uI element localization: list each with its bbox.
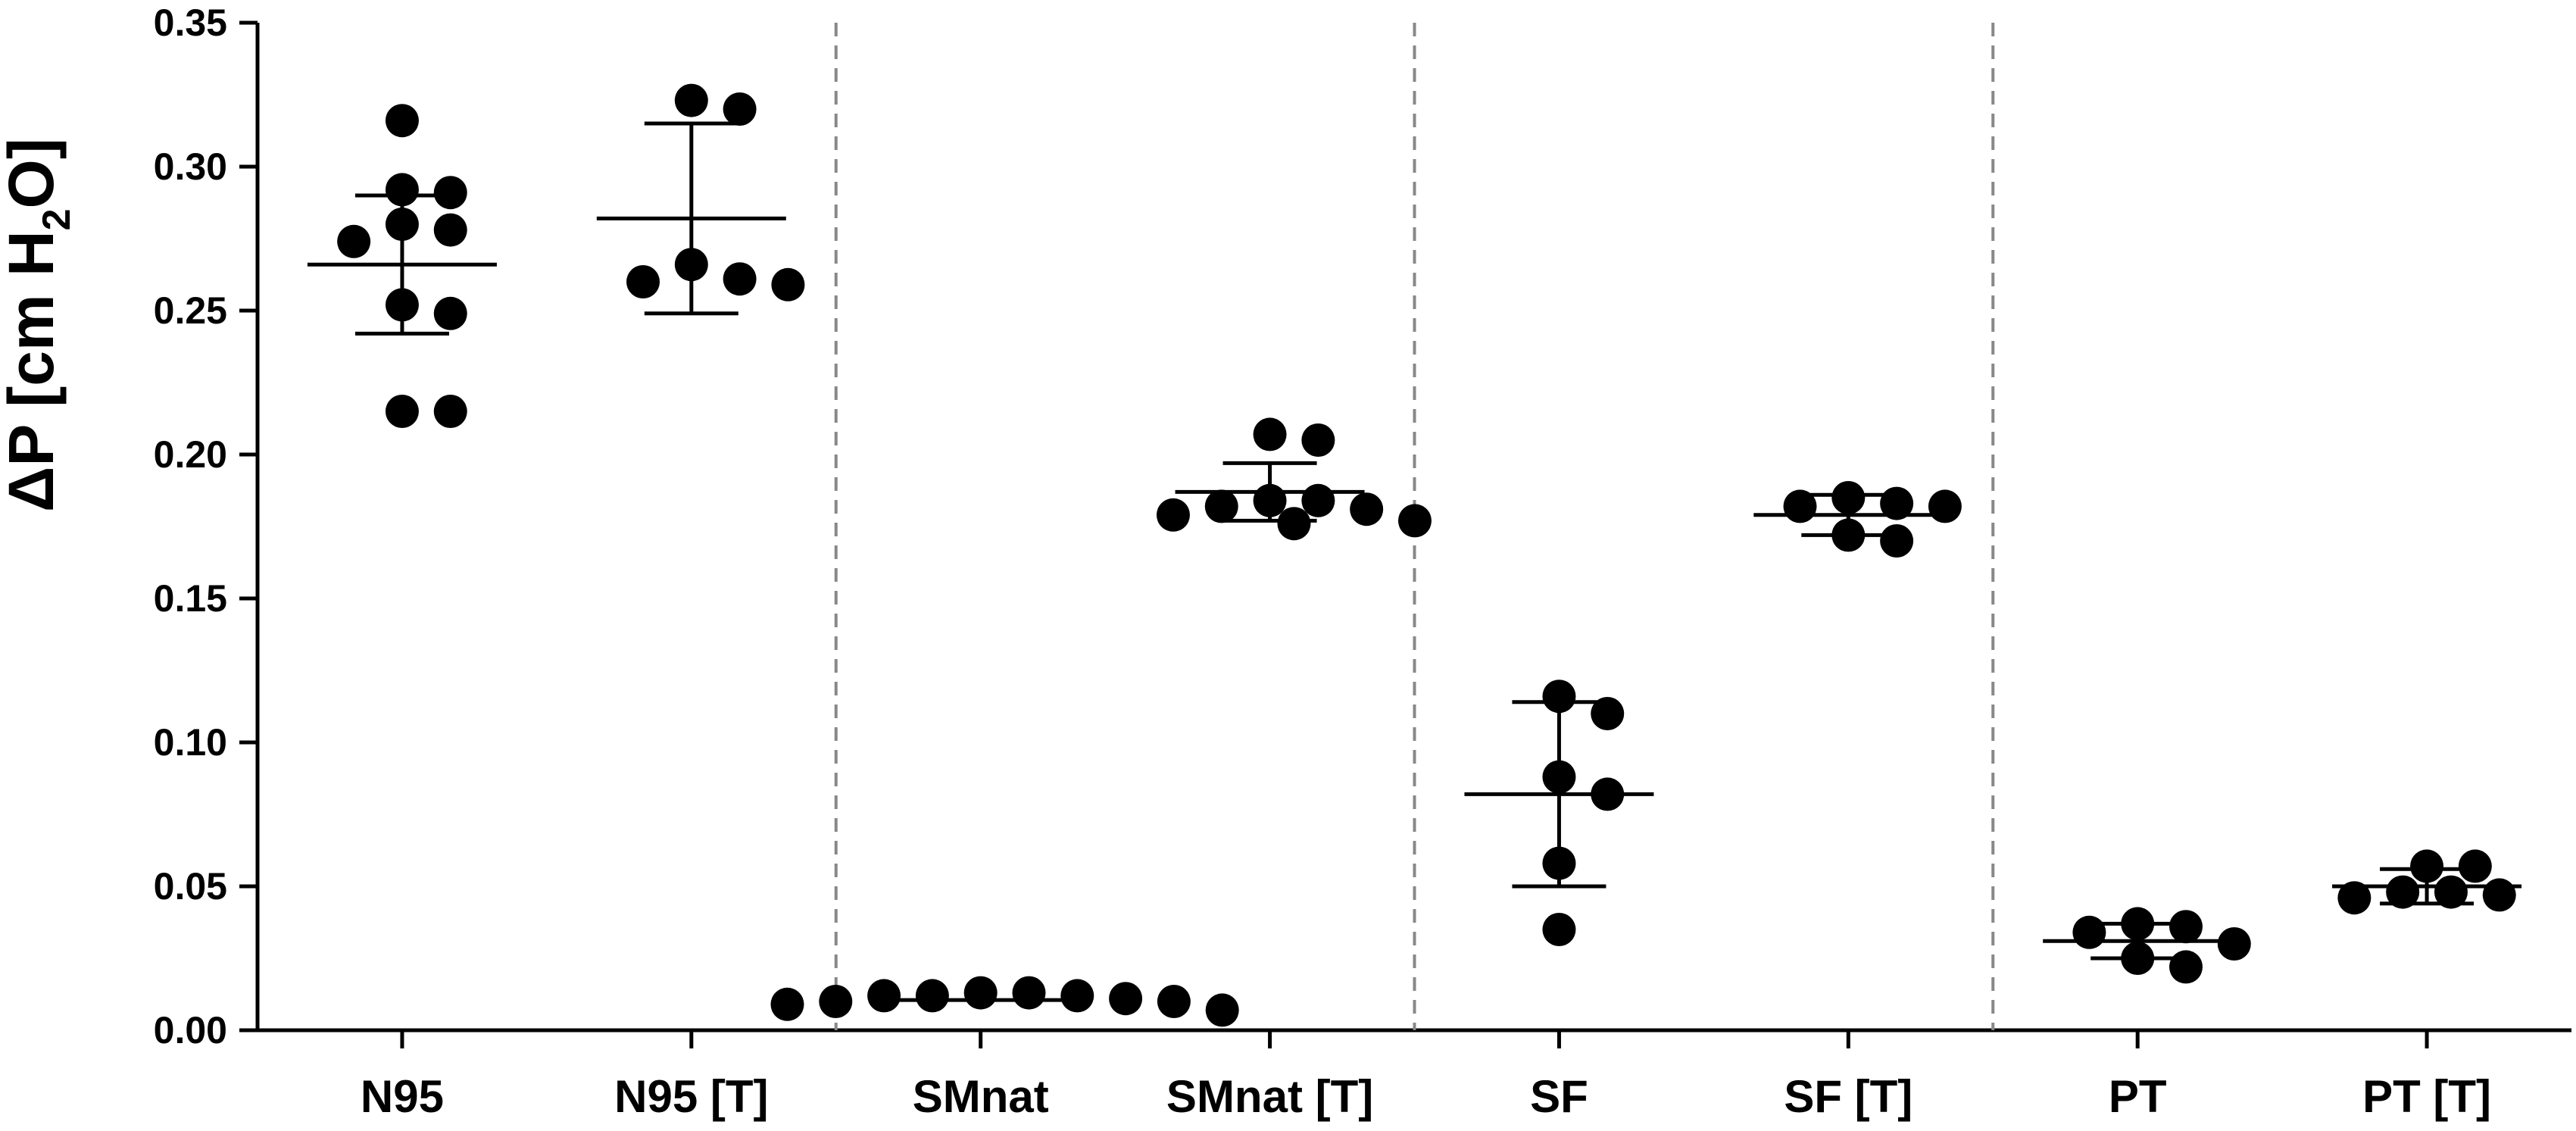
svg-text:ΔP [cm H2O]: ΔP [cm H2O] xyxy=(0,138,79,512)
x-tick-label: SMnat [T] xyxy=(1166,1071,1373,1122)
y-label-main: P [cm H xyxy=(0,230,67,466)
data-point xyxy=(723,262,757,296)
data-point xyxy=(1060,979,1094,1013)
data-point xyxy=(385,173,419,207)
data-point xyxy=(1301,423,1335,457)
x-tick-label: SF xyxy=(1530,1071,1588,1122)
data-point xyxy=(770,987,804,1021)
data-point xyxy=(963,976,998,1010)
data-point xyxy=(1109,982,1143,1016)
data-point xyxy=(433,213,467,247)
data-point xyxy=(1205,993,1239,1027)
y-tick-label: 0.30 xyxy=(154,145,227,188)
data-point xyxy=(1350,492,1384,526)
y-tick-label: 0.35 xyxy=(154,2,227,44)
x-tick-label: PT xyxy=(2109,1071,2167,1122)
data-point xyxy=(2169,910,2203,944)
data-point xyxy=(385,395,419,428)
data-point xyxy=(433,176,467,210)
data-point xyxy=(2482,878,2516,912)
data-point xyxy=(1880,524,1914,558)
x-tick-label: N95 xyxy=(361,1071,444,1122)
data-point xyxy=(1156,498,1190,532)
data-point xyxy=(1204,489,1238,523)
mean-sd-bars xyxy=(307,121,2522,1002)
data-point xyxy=(1253,417,1287,451)
data-point xyxy=(1301,483,1335,517)
y-label-tail: O] xyxy=(0,138,67,208)
data-point xyxy=(2434,875,2468,909)
data-point xyxy=(2337,881,2371,915)
x-tick-label: N95 [T] xyxy=(614,1071,768,1122)
data-point xyxy=(626,265,660,298)
data-point xyxy=(867,979,901,1013)
data-point xyxy=(1397,504,1432,538)
axis-tick-labels: 0.00 0.05 0.10 0.15 0.20 0.25 0.30 0.35 N95 N95 [… xyxy=(154,2,2491,1122)
data-point xyxy=(385,104,419,138)
y-label-subscript: 2 xyxy=(35,208,79,230)
x-tick-label: SMnat xyxy=(913,1071,1049,1122)
data-point xyxy=(1542,680,1576,714)
data-point xyxy=(337,224,371,258)
data-point xyxy=(2072,915,2106,949)
data-point xyxy=(1157,985,1191,1018)
data-point xyxy=(1542,913,1576,946)
data-point xyxy=(1277,507,1311,541)
y-tick-label: 0.15 xyxy=(154,577,227,620)
data-point xyxy=(2217,927,2251,961)
y-axis-label: ΔP [cm H2O] xyxy=(0,138,79,512)
x-tick-label: SF [T] xyxy=(1784,1071,1912,1122)
y-label-symbol: Δ xyxy=(0,467,67,512)
y-tick-label: 0.05 xyxy=(154,865,227,908)
data-point xyxy=(2169,950,2203,984)
data-point xyxy=(674,83,708,117)
data-point xyxy=(433,296,467,330)
data-point xyxy=(433,395,467,428)
data-point xyxy=(771,267,805,301)
data-point xyxy=(2386,875,2420,909)
y-tick-label: 0.10 xyxy=(154,721,227,764)
data-point xyxy=(819,985,853,1018)
data-point xyxy=(723,92,757,126)
data-point xyxy=(1012,976,1046,1010)
data-point xyxy=(2410,849,2444,883)
data-points xyxy=(337,83,2516,1027)
data-point xyxy=(1928,489,1962,523)
data-point xyxy=(1591,697,1625,730)
x-tick-label: PT [T] xyxy=(2362,1071,2491,1122)
axes xyxy=(239,20,2571,1048)
data-point xyxy=(915,979,949,1013)
y-tick-label: 0.25 xyxy=(154,289,227,332)
y-tick-label: 0.20 xyxy=(154,433,227,476)
data-point xyxy=(2458,849,2492,883)
y-tick-label: 0.00 xyxy=(154,1009,227,1051)
